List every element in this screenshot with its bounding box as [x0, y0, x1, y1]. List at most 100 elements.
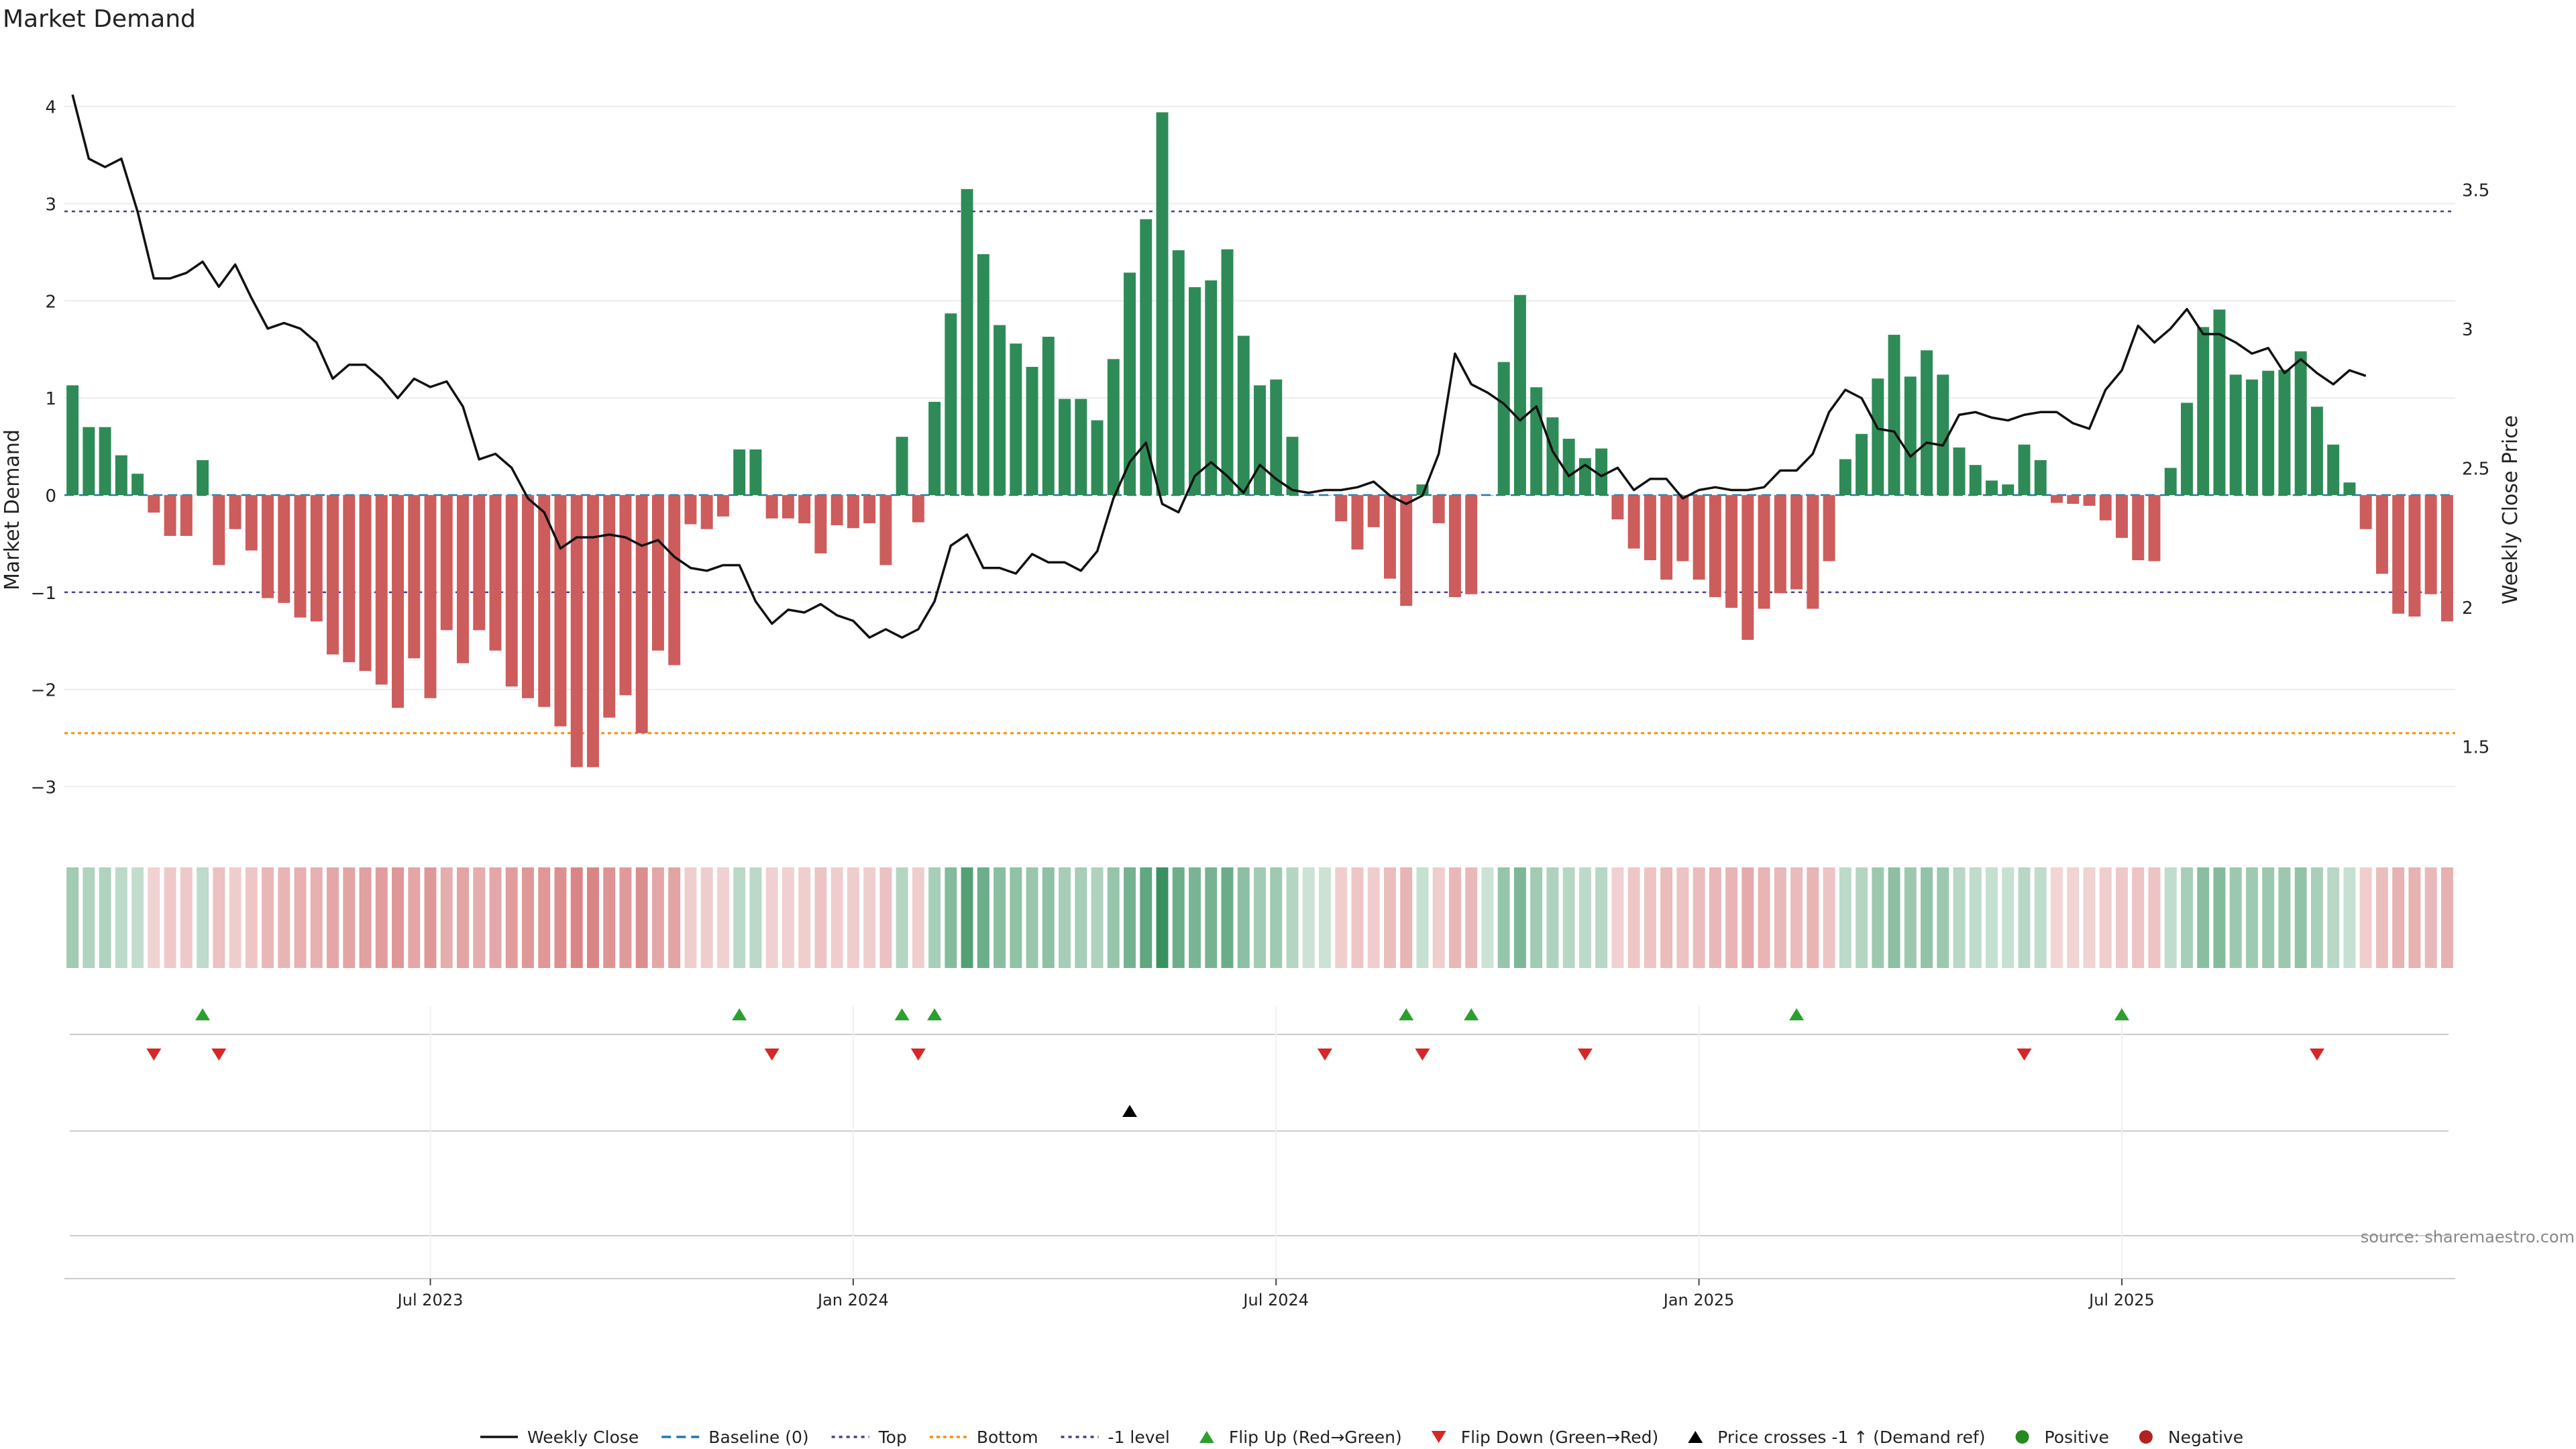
- demand-bar-negative: [2099, 495, 2112, 521]
- heat-cell: [1367, 867, 1380, 968]
- demand-bars: [66, 112, 2453, 767]
- y2-ticks: 3.5 3 2.5 2 1.5: [2462, 180, 2489, 757]
- heat-cell: [359, 867, 372, 968]
- legend-label: Weekly Close: [527, 1428, 639, 1447]
- heat-cell: [2359, 867, 2372, 968]
- demand-bar-positive: [1091, 420, 1104, 496]
- heat-cell: [2099, 867, 2112, 968]
- heat-cell: [1335, 867, 1348, 968]
- demand-bar-negative: [1448, 495, 1461, 598]
- heat-cell: [1042, 867, 1055, 968]
- heat-cell: [278, 867, 290, 968]
- demand-bar-negative: [424, 495, 437, 698]
- demand-bar-positive: [945, 313, 957, 496]
- demand-bar-negative: [489, 495, 502, 651]
- heat-cell: [1872, 867, 1884, 968]
- legend-swatch-tri-down: [1431, 1431, 1446, 1443]
- demand-bar-negative: [2375, 495, 2388, 574]
- flip-up-marker: [732, 1008, 747, 1020]
- heat-cell: [1189, 867, 1201, 968]
- demand-bar-positive: [1546, 417, 1559, 496]
- demand-bar-positive: [2245, 379, 2258, 496]
- demand-bar-positive: [1254, 385, 1266, 496]
- demand-bar-positive: [1856, 433, 1868, 496]
- legend-label: Flip Down (Green→Red): [1461, 1428, 1659, 1447]
- heat-cell: [99, 867, 111, 968]
- heat-cell: [2197, 867, 2210, 968]
- y2-tick-label: 3.5: [2462, 180, 2489, 201]
- y-tick-label: 3: [45, 195, 56, 215]
- price-cross-marker: [1122, 1105, 1138, 1117]
- demand-bar-positive: [2002, 484, 2015, 496]
- demand-bar-positive: [1937, 374, 1949, 496]
- price-line-group: [71, 94, 2367, 639]
- signal-markers: [64, 1006, 2455, 1279]
- demand-bar-negative: [180, 495, 193, 536]
- demand-bar-positive: [1921, 350, 1933, 496]
- demand-bar-negative: [635, 495, 648, 733]
- demand-bar-positive: [2164, 468, 2177, 496]
- demand-bar-negative: [2392, 495, 2405, 614]
- demand-bar-positive: [1578, 458, 1591, 496]
- heat-cell: [879, 867, 892, 968]
- heat-cell: [197, 867, 209, 968]
- demand-bar-negative: [2067, 495, 2080, 504]
- heat-cell: [2116, 867, 2128, 968]
- heat-cell: [1416, 867, 1429, 968]
- heat-cell: [2245, 867, 2258, 968]
- legend-label: -1 level: [1108, 1428, 1170, 1447]
- x-ticks: Jul 2023 Jan 2024 Jul 2024 Jan 2025 Jul 2025: [396, 1279, 2155, 1309]
- heat-cell: [961, 867, 973, 968]
- heat-cell: [2424, 867, 2437, 968]
- demand-bar-negative: [765, 495, 778, 519]
- heat-cell: [749, 867, 762, 968]
- demand-bar-negative: [684, 495, 697, 525]
- heat-cell: [1059, 867, 1071, 968]
- demand-bar-negative: [798, 495, 811, 524]
- heat-cell: [896, 867, 908, 968]
- demand-bar-positive: [2018, 444, 2031, 496]
- legend-label: Top: [878, 1428, 907, 1447]
- heat-cell: [2262, 867, 2275, 968]
- heat-cell: [1546, 867, 1559, 968]
- demand-bar-positive: [197, 460, 209, 496]
- heat-cell: [977, 867, 989, 968]
- demand-bar-negative: [2132, 495, 2145, 561]
- demand-bar-negative: [830, 495, 843, 525]
- demand-bar-positive: [115, 455, 127, 496]
- heat-cell: [1725, 867, 1738, 968]
- demand-bar-positive: [928, 402, 941, 496]
- demand-bar-negative: [1627, 495, 1640, 549]
- demand-bar-negative: [327, 495, 339, 655]
- heat-cell: [1693, 867, 1705, 968]
- heat-cell: [1578, 867, 1591, 968]
- flip-down-marker: [146, 1049, 162, 1061]
- heat-cell: [1254, 867, 1266, 968]
- flip-up-marker: [894, 1008, 910, 1020]
- demand-bar-negative: [229, 495, 241, 529]
- flip-down-marker: [1415, 1049, 1430, 1061]
- heat-cell: [2164, 867, 2177, 968]
- demand-bar-negative: [700, 495, 713, 529]
- y2-tick-label: 1.5: [2462, 737, 2489, 757]
- demand-bar-positive: [2213, 309, 2226, 496]
- demand-bar-negative: [359, 495, 372, 672]
- heat-cell: [1319, 867, 1331, 968]
- heat-cell: [2132, 867, 2145, 968]
- heat-cell: [1091, 867, 1104, 968]
- legend-label: Bottom: [977, 1428, 1038, 1447]
- heat-cell: [570, 867, 583, 968]
- demand-bar-positive: [1872, 378, 1884, 496]
- heat-cell: [1807, 867, 1819, 968]
- demand-bar-negative: [2083, 495, 2096, 506]
- y-tick-label: 2: [45, 292, 56, 312]
- heat-cell: [327, 867, 339, 968]
- demand-bar-positive: [1497, 362, 1510, 496]
- demand-bar-positive: [2310, 407, 2323, 496]
- demand-bar-positive: [1481, 495, 1494, 496]
- heat-cell: [262, 867, 274, 968]
- demand-bar-negative: [782, 495, 794, 519]
- heat-cell: [1383, 867, 1396, 968]
- y-tick-label: −3: [31, 778, 56, 798]
- x-tick-label: Jul 2025: [2088, 1291, 2155, 1309]
